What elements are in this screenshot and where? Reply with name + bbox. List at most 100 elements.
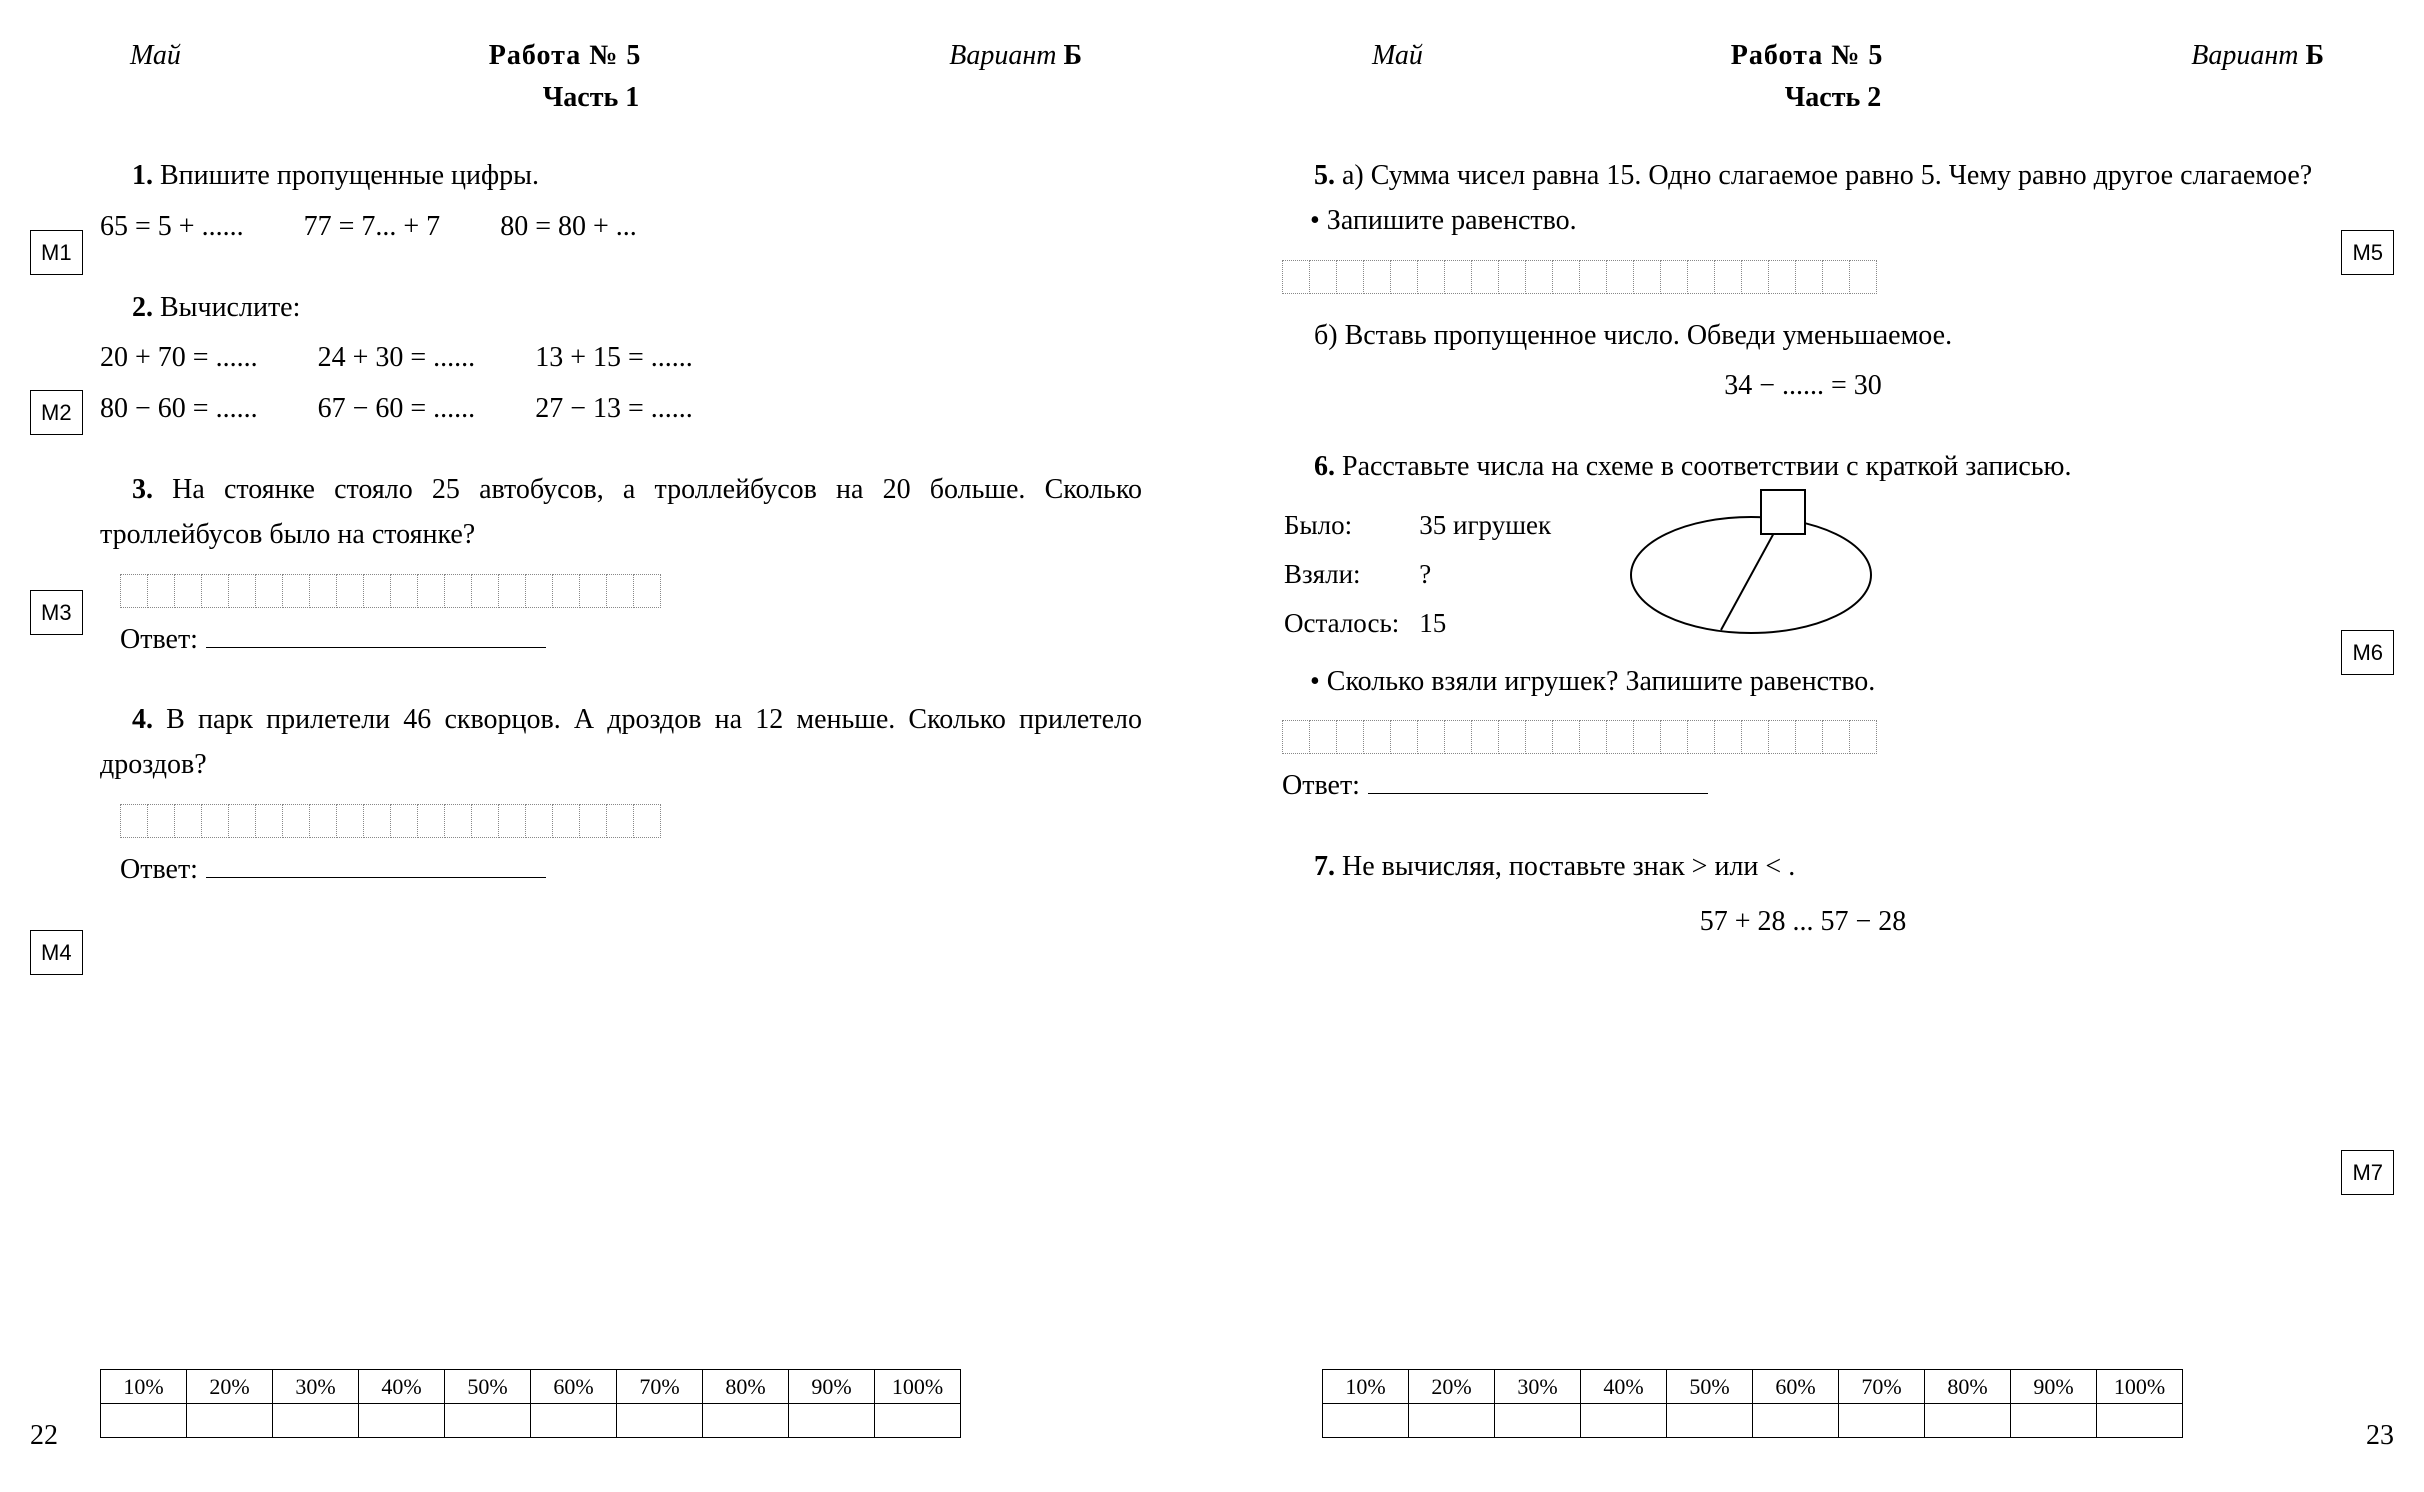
grid-cell[interactable]	[309, 804, 337, 838]
pct-empty-cell[interactable]	[789, 1404, 875, 1438]
pct-empty-cell[interactable]	[445, 1404, 531, 1438]
pct-empty-cell[interactable]	[187, 1404, 273, 1438]
grid-cell[interactable]	[1363, 720, 1391, 754]
grid-cell[interactable]	[1795, 260, 1823, 294]
grid-cell[interactable]	[1444, 720, 1472, 754]
pct-empty-cell[interactable]	[273, 1404, 359, 1438]
pct-empty-cell[interactable]	[359, 1404, 445, 1438]
grid-cell[interactable]	[417, 804, 445, 838]
grid-cell[interactable]	[228, 574, 256, 608]
pct-empty-cell[interactable]	[2097, 1404, 2183, 1438]
grid-cell[interactable]	[1822, 260, 1850, 294]
answer-blank[interactable]	[206, 877, 546, 878]
grid-cell[interactable]	[336, 804, 364, 838]
grid-cell[interactable]	[1849, 260, 1877, 294]
pct-empty-cell[interactable]	[1323, 1404, 1409, 1438]
grid-cell[interactable]	[1336, 260, 1364, 294]
pct-empty-cell[interactable]	[703, 1404, 789, 1438]
grid-cell[interactable]	[1714, 720, 1742, 754]
grid-cell[interactable]	[1390, 260, 1418, 294]
grid-cell[interactable]	[471, 804, 499, 838]
grid-cell[interactable]	[1795, 720, 1823, 754]
grid-cell[interactable]	[525, 804, 553, 838]
grid-cell[interactable]	[1282, 720, 1310, 754]
grid-cell[interactable]	[336, 574, 364, 608]
grid-cell[interactable]	[174, 804, 202, 838]
grid-cell[interactable]	[120, 574, 148, 608]
grid-cell[interactable]	[552, 804, 580, 838]
pct-empty-cell[interactable]	[617, 1404, 703, 1438]
answer-blank[interactable]	[206, 647, 546, 648]
grid-cell[interactable]	[363, 804, 391, 838]
grid-cell[interactable]	[282, 804, 310, 838]
grid-cell[interactable]	[1741, 260, 1769, 294]
grid-cell[interactable]	[1687, 720, 1715, 754]
answer-grid[interactable]	[1282, 260, 2324, 294]
grid-cell[interactable]	[309, 574, 337, 608]
grid-cell[interactable]	[552, 574, 580, 608]
grid-cell[interactable]	[1525, 720, 1553, 754]
grid-cell[interactable]	[1336, 720, 1364, 754]
grid-cell[interactable]	[1768, 720, 1796, 754]
grid-cell[interactable]	[1417, 720, 1445, 754]
answer-blank[interactable]	[1368, 793, 1708, 794]
grid-cell[interactable]	[1660, 720, 1688, 754]
grid-cell[interactable]	[471, 574, 499, 608]
grid-cell[interactable]	[1633, 720, 1661, 754]
grid-cell[interactable]	[1525, 260, 1553, 294]
pct-empty-cell[interactable]	[1925, 1404, 2011, 1438]
grid-cell[interactable]	[633, 574, 661, 608]
pct-empty-cell[interactable]	[1839, 1404, 1925, 1438]
grid-cell[interactable]	[498, 804, 526, 838]
grid-cell[interactable]	[1444, 260, 1472, 294]
grid-cell[interactable]	[282, 574, 310, 608]
grid-cell[interactable]	[498, 574, 526, 608]
grid-cell[interactable]	[417, 574, 445, 608]
pct-empty-cell[interactable]	[875, 1404, 961, 1438]
grid-cell[interactable]	[174, 574, 202, 608]
grid-cell[interactable]	[390, 574, 418, 608]
grid-cell[interactable]	[606, 804, 634, 838]
grid-cell[interactable]	[1579, 260, 1607, 294]
grid-cell[interactable]	[579, 804, 607, 838]
grid-cell[interactable]	[1363, 260, 1391, 294]
grid-cell[interactable]	[1471, 260, 1499, 294]
grid-cell[interactable]	[201, 574, 229, 608]
pct-empty-cell[interactable]	[1495, 1404, 1581, 1438]
grid-cell[interactable]	[1633, 260, 1661, 294]
grid-cell[interactable]	[201, 804, 229, 838]
answer-grid[interactable]	[1282, 720, 2324, 754]
grid-cell[interactable]	[1687, 260, 1715, 294]
grid-cell[interactable]	[1498, 720, 1526, 754]
grid-cell[interactable]	[444, 804, 472, 838]
grid-cell[interactable]	[1309, 260, 1337, 294]
grid-cell[interactable]	[1282, 260, 1310, 294]
grid-cell[interactable]	[1606, 260, 1634, 294]
pct-empty-cell[interactable]	[531, 1404, 617, 1438]
grid-cell[interactable]	[1606, 720, 1634, 754]
answer-grid[interactable]	[120, 804, 1142, 838]
grid-cell[interactable]	[1309, 720, 1337, 754]
pct-empty-cell[interactable]	[101, 1404, 187, 1438]
grid-cell[interactable]	[255, 574, 283, 608]
pct-empty-cell[interactable]	[1409, 1404, 1495, 1438]
grid-cell[interactable]	[1741, 720, 1769, 754]
grid-cell[interactable]	[444, 574, 472, 608]
grid-cell[interactable]	[1417, 260, 1445, 294]
grid-cell[interactable]	[147, 804, 175, 838]
grid-cell[interactable]	[1498, 260, 1526, 294]
grid-cell[interactable]	[633, 804, 661, 838]
grid-cell[interactable]	[1822, 720, 1850, 754]
grid-cell[interactable]	[606, 574, 634, 608]
pct-empty-cell[interactable]	[1667, 1404, 1753, 1438]
grid-cell[interactable]	[1714, 260, 1742, 294]
grid-cell[interactable]	[390, 804, 418, 838]
grid-cell[interactable]	[1552, 720, 1580, 754]
grid-cell[interactable]	[147, 574, 175, 608]
answer-grid[interactable]	[120, 574, 1142, 608]
grid-cell[interactable]	[120, 804, 148, 838]
grid-cell[interactable]	[1471, 720, 1499, 754]
pct-empty-cell[interactable]	[1753, 1404, 1839, 1438]
grid-cell[interactable]	[255, 804, 283, 838]
grid-cell[interactable]	[1390, 720, 1418, 754]
